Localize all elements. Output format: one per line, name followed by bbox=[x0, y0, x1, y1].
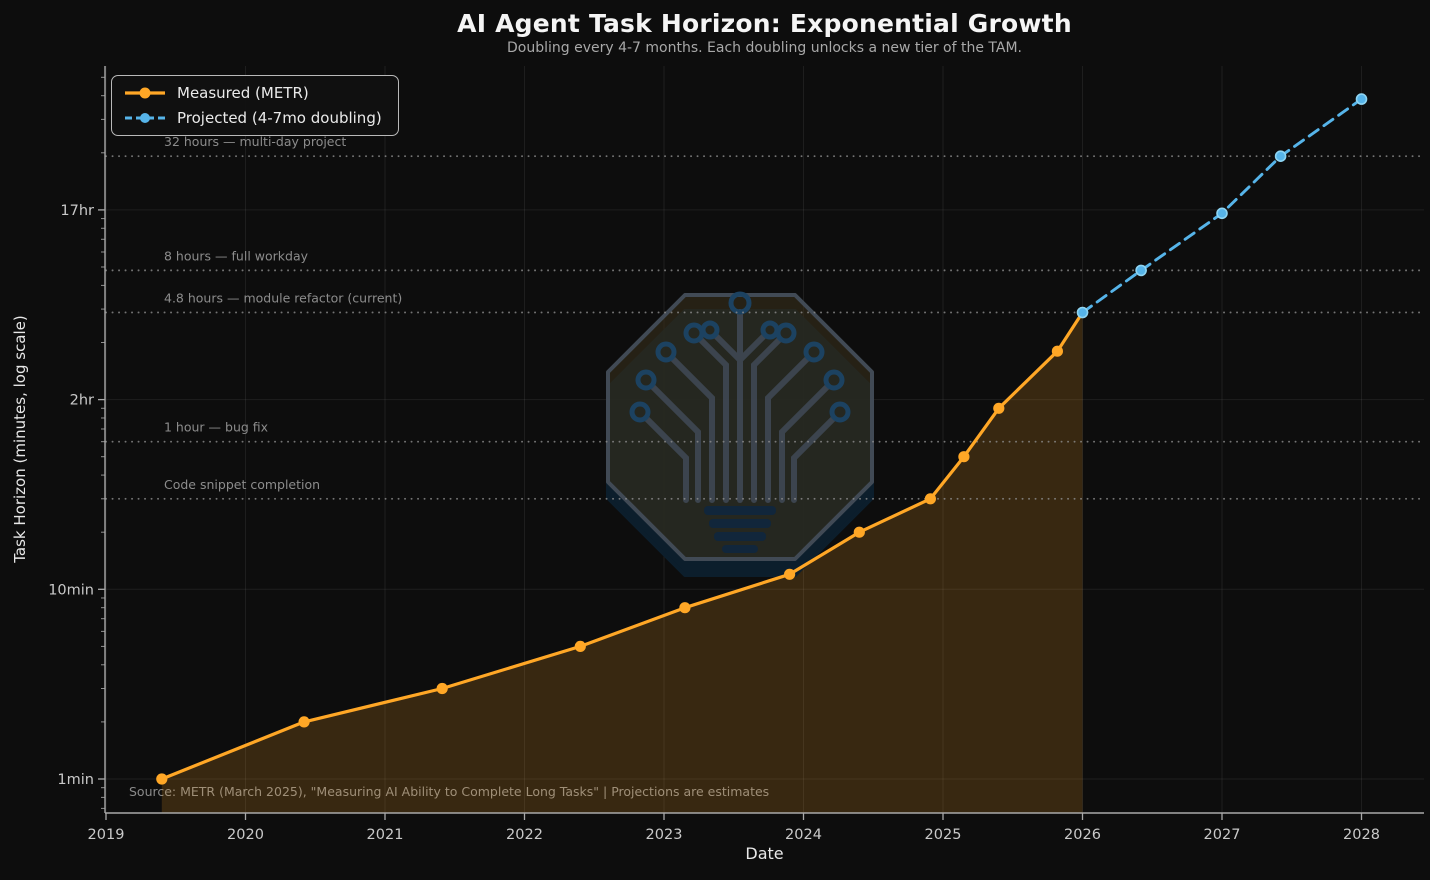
data-point-marker bbox=[156, 773, 168, 785]
measured-series-line bbox=[160, 310, 1085, 781]
x-tick-label: 2019 bbox=[88, 827, 125, 843]
data-point-marker bbox=[1076, 306, 1089, 319]
y-tick-label: 1min bbox=[57, 772, 94, 788]
data-point-marker bbox=[574, 640, 586, 653]
y-tick-label: 10min bbox=[48, 582, 94, 598]
x-tick-label: 2025 bbox=[925, 827, 962, 843]
data-point-marker bbox=[958, 451, 970, 463]
x-tick-label: 2022 bbox=[506, 827, 543, 843]
chart-legend: Measured (METR) Projected (4-7mo doublin… bbox=[111, 75, 399, 136]
reference-line-label: 32 hours — multi-day project bbox=[164, 134, 346, 149]
x-tick-label: 2027 bbox=[1204, 827, 1241, 843]
x-tick-label: 2021 bbox=[367, 827, 404, 843]
legend-item-projected: Projected (4-7mo doubling) bbox=[122, 109, 382, 127]
data-point-marker bbox=[993, 402, 1005, 414]
data-point-marker bbox=[1135, 264, 1147, 277]
x-tick-label: 2026 bbox=[1064, 827, 1101, 843]
data-point-marker bbox=[436, 682, 448, 695]
data-point-marker bbox=[924, 493, 937, 505]
legend-swatch-projected-icon bbox=[125, 113, 165, 123]
x-tick-label: 2028 bbox=[1343, 827, 1380, 843]
chart-title: AI Agent Task Horizon: Exponential Growt… bbox=[457, 9, 1072, 38]
data-point-marker bbox=[679, 602, 691, 614]
legend-swatch-measured-icon bbox=[125, 87, 165, 99]
y-tick-label: 2hr bbox=[70, 393, 94, 409]
x-tick-label: 2023 bbox=[646, 827, 683, 843]
legend-label: Projected (4-7mo doubling) bbox=[177, 109, 382, 127]
area-fill bbox=[161, 312, 1083, 813]
reference-line-label: 8 hours — full workday bbox=[164, 248, 309, 263]
y-tick-label: 17hr bbox=[60, 203, 94, 219]
data-point-marker bbox=[853, 526, 865, 538]
data-point-marker bbox=[784, 568, 796, 580]
reference-line-label: 4.8 hours — module refactor (current) bbox=[164, 290, 402, 305]
data-point-marker bbox=[1355, 93, 1368, 105]
legend-label: Measured (METR) bbox=[177, 84, 309, 102]
chart-subtitle: Doubling every 4-7 months. Each doubling… bbox=[507, 40, 1022, 56]
reference-line-label: Code snippet completion bbox=[164, 477, 320, 492]
legend-item-measured: Measured (METR) bbox=[122, 84, 382, 102]
x-axis-label: Date bbox=[745, 844, 784, 863]
data-point-marker bbox=[298, 716, 310, 728]
data-point-marker bbox=[1216, 207, 1228, 220]
data-point-marker bbox=[1051, 345, 1063, 357]
x-tick-label: 2020 bbox=[227, 827, 264, 843]
data-point-marker bbox=[1274, 150, 1287, 162]
reference-line-label: 1 hour — bug fix bbox=[164, 420, 268, 435]
watermark-logo-icon bbox=[606, 291, 874, 577]
source-note: Source: METR (March 2025), "Measuring AI… bbox=[129, 784, 769, 799]
x-tick-label: 2024 bbox=[785, 827, 822, 843]
